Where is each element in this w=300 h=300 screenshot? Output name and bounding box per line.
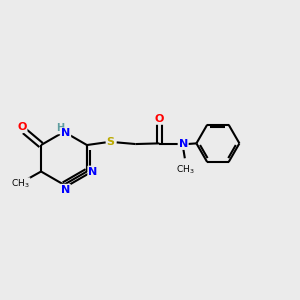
Text: S: S	[107, 137, 115, 147]
Text: O: O	[17, 122, 27, 132]
Text: N: N	[61, 185, 70, 195]
Text: N: N	[178, 139, 188, 149]
Text: N: N	[88, 167, 98, 176]
Text: H: H	[56, 124, 64, 134]
Text: N: N	[61, 128, 70, 139]
Text: CH$_3$: CH$_3$	[11, 178, 30, 190]
Text: O: O	[155, 114, 164, 124]
Text: CH$_3$: CH$_3$	[176, 164, 194, 176]
